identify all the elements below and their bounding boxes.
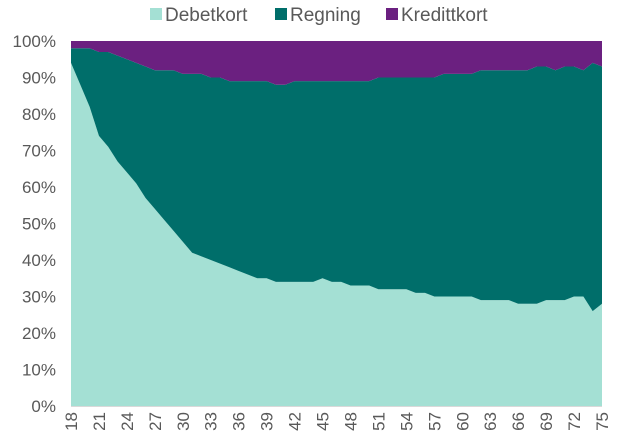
axes: 0% 10% 20% 30% 40% 50% 60% 70% 80% 90% 100% 18 21 24 2… <box>13 32 612 431</box>
legend: Debetkort Regning Kredittkort <box>150 5 488 26</box>
x-tick-label: 54 <box>397 412 416 431</box>
x-tick-label: 42 <box>286 412 305 431</box>
y-tick-label: 80% <box>22 105 56 124</box>
legend-item-regning: Regning <box>275 5 361 26</box>
legend-item-kredittkort: Kredittkort <box>386 5 488 26</box>
legend-label: Debetkort <box>165 5 248 26</box>
x-tick-label: 51 <box>369 412 388 431</box>
x-tick-label: 39 <box>258 412 277 431</box>
y-tick-label: 70% <box>22 142 56 161</box>
y-tick-label: 40% <box>22 251 56 270</box>
legend-swatch <box>275 8 287 20</box>
legend-label: Regning <box>290 5 361 26</box>
y-tick-label: 20% <box>22 324 56 343</box>
plot-area <box>71 41 602 407</box>
x-tick-label: 21 <box>90 412 109 431</box>
y-tick-label: 30% <box>22 288 56 307</box>
y-tick-label: 10% <box>22 361 56 380</box>
x-tick-label: 30 <box>174 412 193 431</box>
x-tick-label: 60 <box>453 412 472 431</box>
x-tick-label: 36 <box>230 412 249 431</box>
series-area-debetkort <box>71 62 602 407</box>
x-tick-label: 18 <box>62 412 81 431</box>
x-tick-label: 48 <box>341 412 360 431</box>
x-tick-label: 69 <box>537 412 556 431</box>
legend-item-debetkort: Debetkort <box>150 5 248 26</box>
x-tick-label: 45 <box>314 412 333 431</box>
y-tick-label: 0% <box>31 397 56 416</box>
legend-label: Kredittkort <box>401 5 488 26</box>
y-tick-label: 90% <box>22 69 56 88</box>
y-tick-label: 50% <box>22 215 56 234</box>
x-tick-label: 66 <box>509 412 528 431</box>
x-tick-label: 24 <box>118 412 137 431</box>
x-tick-label: 75 <box>593 412 612 431</box>
series-area-kredittkort <box>71 41 602 85</box>
x-tick-label: 63 <box>481 412 500 431</box>
y-tick-label: 100% <box>13 32 56 51</box>
series-area-regning <box>71 48 602 312</box>
legend-swatch <box>150 8 162 20</box>
y-tick-label: 60% <box>22 178 56 197</box>
legend-swatch <box>386 8 398 20</box>
x-tick-label: 33 <box>202 412 221 431</box>
x-tick-label: 57 <box>425 412 444 431</box>
x-tick-label: 27 <box>146 412 165 431</box>
x-tick-label: 72 <box>565 412 584 431</box>
